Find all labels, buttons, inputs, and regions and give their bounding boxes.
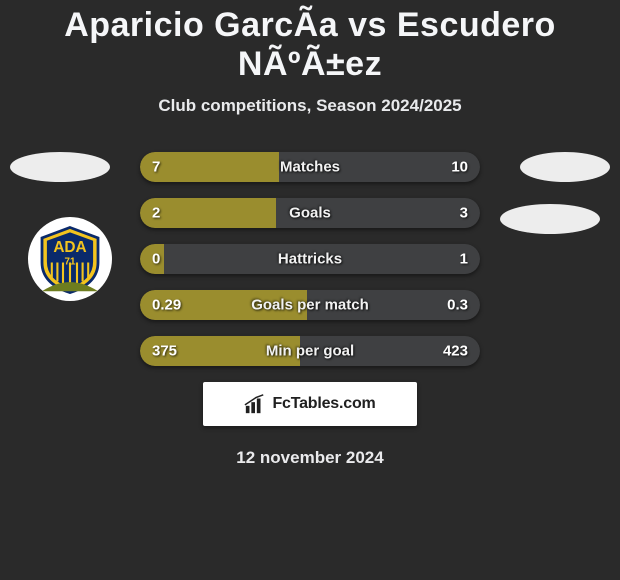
- stat-right-value: 423: [443, 343, 468, 360]
- right-photo-placeholder: [520, 152, 610, 182]
- left-photo-placeholder: [10, 152, 110, 182]
- stat-left-value: 0: [152, 251, 160, 268]
- right-club-placeholder: [500, 204, 600, 234]
- stat-right-value: 3: [460, 205, 468, 222]
- brand-text: FcTables.com: [272, 395, 375, 413]
- left-club-badge: ADA 71: [28, 217, 112, 301]
- subtitle: Club competitions, Season 2024/2025: [0, 96, 620, 116]
- stat-left-value: 375: [152, 343, 177, 360]
- stat-bars: 7 10 Matches 2 3 Goals 0 1 Hattricks 0.29 0.3 Goals…: [140, 152, 480, 366]
- date-caption: 12 november 2024: [0, 448, 620, 468]
- brand-box: FcTables.com: [203, 382, 417, 426]
- page-title: Aparicio GarcÃ­a vs Escudero NÃºÃ±ez: [0, 0, 620, 84]
- shield-icon: ADA 71: [35, 224, 105, 294]
- stat-bar: 2 3 Goals: [140, 198, 480, 228]
- bar-chart-icon: [244, 393, 266, 415]
- badge-top-text: ADA: [53, 239, 86, 256]
- stat-bar: 375 423 Min per goal: [140, 336, 480, 366]
- stat-left-value: 2: [152, 205, 160, 222]
- stat-left-value: 0.29: [152, 297, 181, 314]
- stat-bar: 0.29 0.3 Goals per match: [140, 290, 480, 320]
- stat-left-value: 7: [152, 159, 160, 176]
- stat-bar-left: [140, 152, 279, 182]
- stat-label: Min per goal: [266, 343, 354, 360]
- stat-right-value: 0.3: [447, 297, 468, 314]
- stat-right-value: 10: [451, 159, 468, 176]
- stat-bar-left: [140, 198, 276, 228]
- comparison-stage: ADA 71 710Matches23Goals01Hattricks0.290…: [0, 152, 620, 468]
- stat-right-value: 1: [460, 251, 468, 268]
- stat-bar: 0 1 Hattricks: [140, 244, 480, 274]
- stat-bar: 7 10 Matches: [140, 152, 480, 182]
- stat-label: Goals per match: [251, 297, 369, 314]
- stat-label: Matches: [280, 159, 340, 176]
- stat-label: Goals: [289, 205, 331, 222]
- stat-label: Hattricks: [278, 251, 342, 268]
